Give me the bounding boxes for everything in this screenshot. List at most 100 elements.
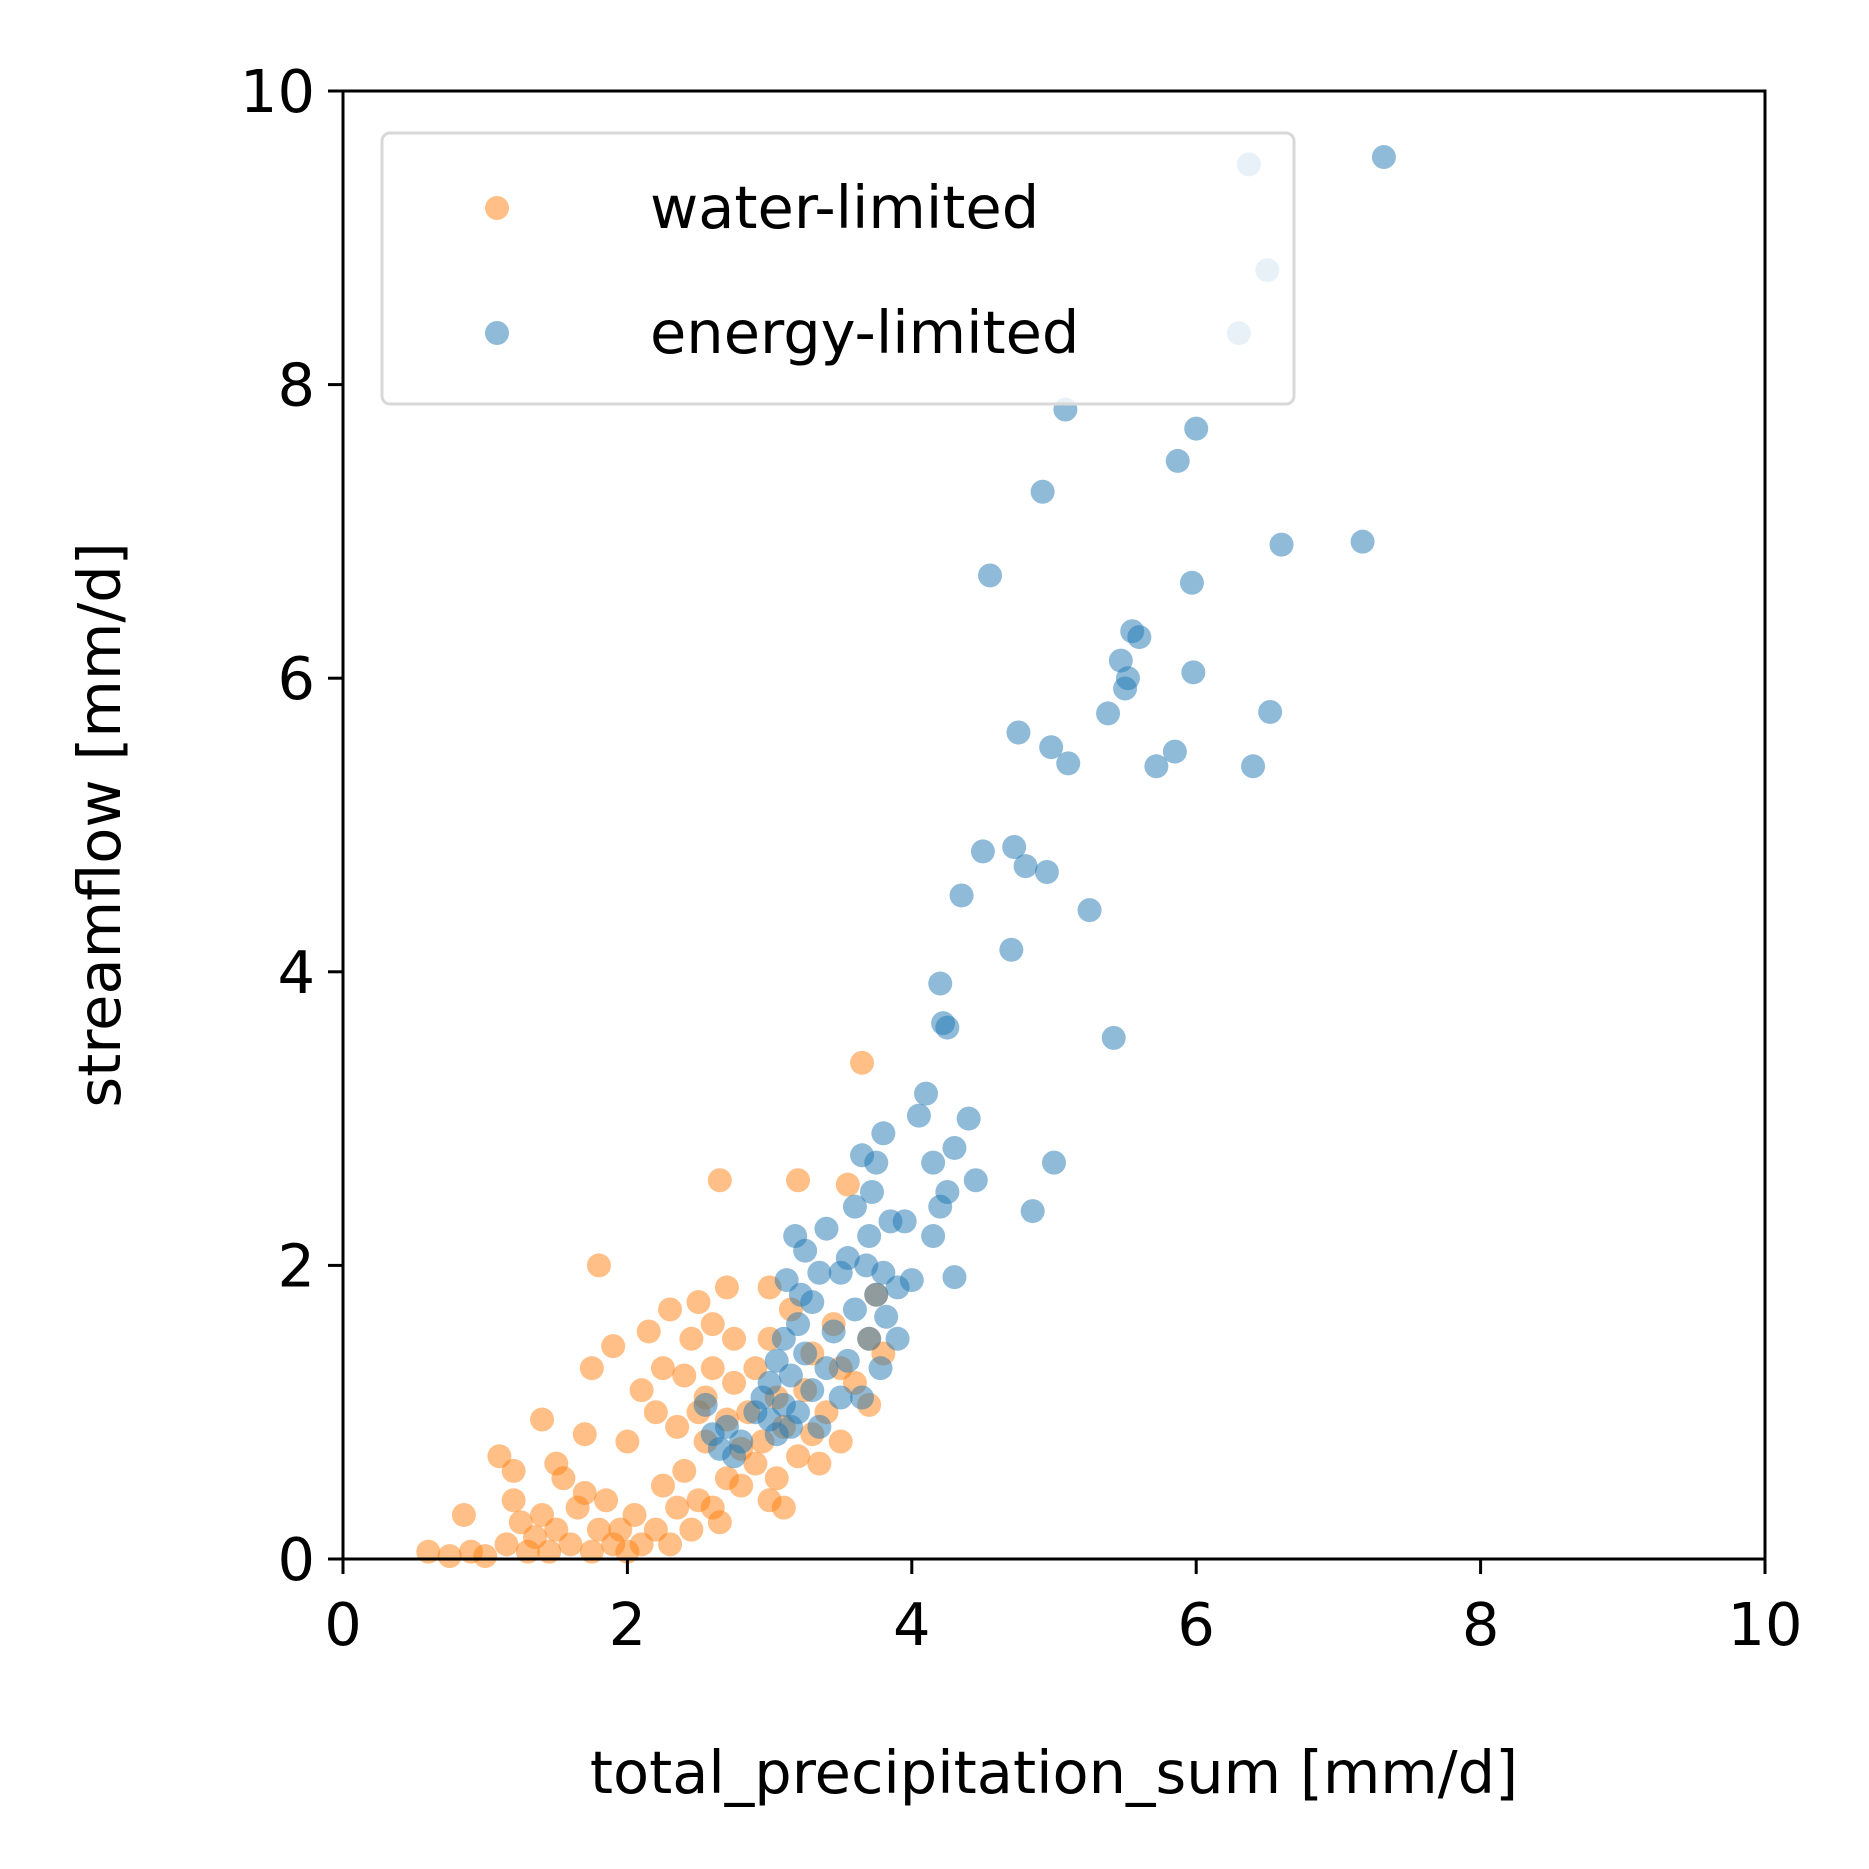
- series-energy-limited: [693, 145, 1396, 1469]
- data-point-water-limited: [700, 1356, 725, 1381]
- data-point-energy-limited: [821, 1319, 846, 1344]
- data-point-energy-limited: [1241, 754, 1266, 779]
- data-point-energy-limited: [814, 1356, 839, 1381]
- data-point-energy-limited: [835, 1246, 860, 1271]
- data-point-water-limited: [828, 1429, 853, 1454]
- data-point-water-limited: [601, 1334, 626, 1359]
- data-point-energy-limited: [757, 1370, 782, 1395]
- data-point-energy-limited: [1269, 532, 1294, 557]
- y-axis-ticks: 0 2 4 6 8 10: [240, 57, 343, 1594]
- data-point-energy-limited: [871, 1121, 896, 1146]
- data-point-water-limited: [786, 1444, 811, 1469]
- data-point-energy-limited: [885, 1326, 910, 1351]
- data-point-energy-limited: [1020, 1199, 1045, 1224]
- data-point-water-limited: [451, 1502, 476, 1527]
- data-point-energy-limited: [942, 1135, 967, 1160]
- plot-frame: [341, 89, 1767, 1561]
- legend-box: [380, 131, 1296, 406]
- legend-marker-water-limited: [485, 196, 509, 220]
- data-point-water-limited: [437, 1544, 462, 1569]
- x-axis-ticks: 0 2 4 6 8 10: [324, 1559, 1803, 1659]
- data-point-energy-limited: [864, 1150, 889, 1175]
- y-tick-label: 8: [277, 351, 315, 420]
- data-point-water-limited: [835, 1172, 860, 1197]
- data-point-water-limited: [729, 1473, 754, 1498]
- legend-label-energy-limited: energy-limited: [650, 298, 1079, 367]
- data-point-energy-limited: [1115, 666, 1140, 691]
- data-point-energy-limited: [1181, 660, 1206, 685]
- data-point-water-limited: [807, 1451, 832, 1476]
- x-tick-label: 2: [609, 1590, 647, 1659]
- x-tick-label: 0: [324, 1590, 362, 1659]
- data-point-water-limited: [658, 1532, 683, 1557]
- data-point-energy-limited: [850, 1385, 875, 1410]
- data-point-water-limited: [622, 1502, 647, 1527]
- data-point-water-limited: [665, 1495, 690, 1520]
- data-point-energy-limited: [842, 1297, 867, 1322]
- data-point-energy-limited: [949, 883, 974, 908]
- data-point-water-limited: [615, 1429, 640, 1454]
- data-point-energy-limited: [814, 1216, 839, 1241]
- series-water-limited: [416, 1050, 896, 1569]
- data-point-energy-limited: [800, 1378, 825, 1403]
- data-point-energy-limited: [864, 1282, 889, 1307]
- data-point-water-limited: [594, 1488, 619, 1513]
- data-point-energy-limited: [807, 1260, 832, 1285]
- data-point-energy-limited: [1179, 570, 1204, 595]
- data-point-energy-limited: [999, 937, 1024, 962]
- data-point-energy-limited: [786, 1312, 811, 1337]
- data-point-energy-limited: [942, 1265, 967, 1290]
- data-point-energy-limited: [1042, 1150, 1066, 1175]
- data-point-water-limited: [530, 1407, 555, 1432]
- legend: water-limited energy-limited: [380, 131, 1296, 406]
- data-point-water-limited: [679, 1326, 704, 1351]
- data-point-water-limited: [501, 1488, 526, 1513]
- data-point-water-limited: [572, 1422, 597, 1447]
- data-point-energy-limited: [921, 1224, 946, 1249]
- data-point-water-limited: [643, 1400, 668, 1425]
- data-point-water-limited: [707, 1168, 732, 1193]
- data-point-water-limited: [786, 1168, 811, 1193]
- data-point-energy-limited: [1162, 739, 1187, 764]
- data-point-water-limited: [665, 1414, 690, 1439]
- data-point-energy-limited: [800, 1290, 825, 1315]
- data-point-energy-limited: [928, 971, 953, 996]
- x-tick-label: 4: [893, 1590, 931, 1659]
- data-point-water-limited: [686, 1290, 711, 1315]
- data-point-water-limited: [586, 1253, 611, 1278]
- data-point-water-limited: [650, 1356, 675, 1381]
- data-point-energy-limited: [1006, 720, 1031, 745]
- x-tick-label: 10: [1727, 1590, 1802, 1659]
- data-point-energy-limited: [729, 1429, 754, 1454]
- data-point-energy-limited: [778, 1363, 803, 1388]
- data-point-energy-limited: [1350, 529, 1375, 554]
- data-point-energy-limited: [1101, 1025, 1126, 1050]
- data-point-energy-limited: [892, 1209, 917, 1234]
- data-point-water-limited: [707, 1510, 732, 1535]
- data-point-energy-limited: [963, 1168, 988, 1193]
- y-tick-label: 0: [277, 1525, 315, 1594]
- data-point-energy-limited: [835, 1348, 860, 1373]
- data-point-water-limited: [501, 1458, 526, 1483]
- data-point-energy-limited: [970, 839, 995, 864]
- data-point-energy-limited: [914, 1081, 939, 1106]
- data-point-energy-limited: [857, 1224, 882, 1249]
- data-point-energy-limited: [1096, 701, 1121, 726]
- data-point-energy-limited: [1039, 735, 1064, 760]
- data-point-water-limited: [764, 1466, 789, 1491]
- data-point-energy-limited: [874, 1304, 899, 1329]
- data-point-energy-limited: [935, 1015, 960, 1040]
- data-point-water-limited: [771, 1495, 796, 1520]
- data-point-energy-limited: [693, 1392, 718, 1417]
- data-point-water-limited: [658, 1297, 683, 1322]
- data-point-water-limited: [551, 1466, 576, 1491]
- data-point-energy-limited: [859, 1180, 884, 1204]
- data-point-energy-limited: [1127, 625, 1152, 650]
- x-axis-label: total_precipitation_sum [mm/d]: [590, 1738, 1518, 1807]
- data-point-water-limited: [672, 1458, 697, 1483]
- data-point-energy-limited: [1371, 145, 1396, 170]
- data-point-energy-limited: [899, 1268, 924, 1293]
- data-point-energy-limited: [786, 1400, 811, 1425]
- data-point-energy-limited: [1077, 898, 1102, 923]
